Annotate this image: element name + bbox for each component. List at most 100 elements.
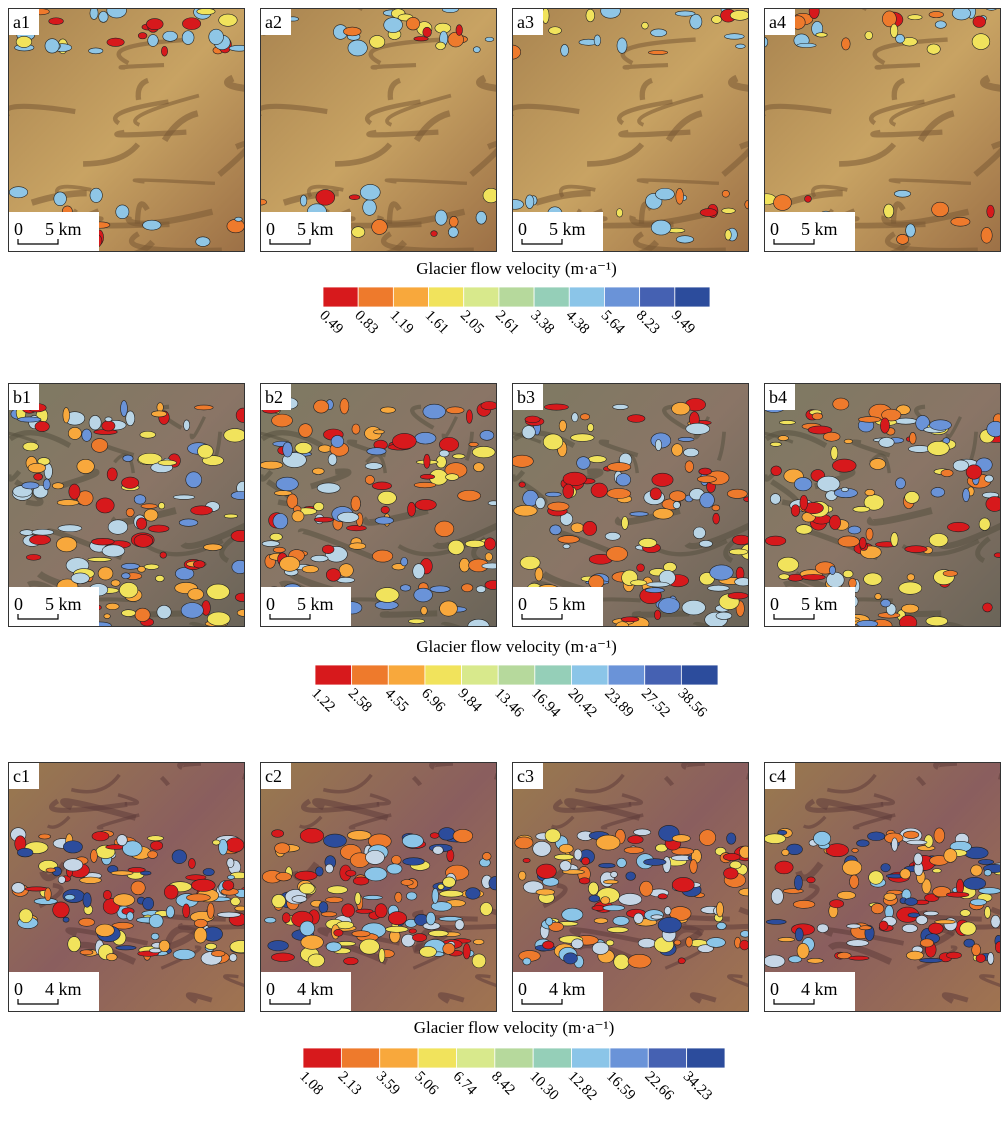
colorbar-tick-label: 16.59 <box>603 1069 638 1104</box>
glacier <box>453 454 466 459</box>
colorbar-tick-label: 2.05 <box>457 308 487 338</box>
glacier <box>272 830 284 838</box>
colorbar-tick-label: 1.61 <box>422 308 452 338</box>
glacier <box>272 414 293 427</box>
glacier <box>605 532 620 540</box>
glacier <box>402 834 423 848</box>
glacier <box>805 195 812 202</box>
glacier <box>944 849 957 863</box>
glacier <box>473 939 484 944</box>
glacier <box>865 31 873 39</box>
glacier <box>9 187 27 198</box>
glacier <box>994 553 1001 558</box>
glacier <box>574 849 582 860</box>
glacier <box>430 833 439 839</box>
glacier <box>302 566 318 573</box>
glacier <box>34 473 43 480</box>
ridge <box>625 65 668 67</box>
glacier <box>372 550 392 562</box>
glacier <box>852 848 859 852</box>
glacier <box>601 897 610 905</box>
glacier <box>817 476 840 491</box>
glacier <box>435 210 447 225</box>
glacier <box>89 415 101 430</box>
glacier <box>870 459 886 470</box>
glacier <box>63 917 69 922</box>
glacier <box>652 473 673 486</box>
glacier <box>548 502 569 511</box>
ridge <box>383 613 437 614</box>
glacier <box>282 913 290 923</box>
glacier <box>699 830 715 846</box>
glacier <box>360 939 380 954</box>
colorbar-cell <box>675 287 710 307</box>
glacier <box>972 944 981 956</box>
glacier <box>916 915 928 924</box>
glacier <box>902 604 919 613</box>
colorbar-tick-label: 5.64 <box>598 308 628 338</box>
glacier <box>864 573 882 585</box>
glacier <box>365 867 387 881</box>
glacier <box>29 535 50 545</box>
colorbar-tick-label: 16.94 <box>528 686 564 722</box>
glacier <box>374 430 385 434</box>
glacier <box>365 475 374 484</box>
glacier <box>481 401 498 410</box>
glacier <box>907 574 915 581</box>
panel-label: c2 <box>265 766 282 786</box>
glacier <box>838 536 859 547</box>
glacier <box>973 16 986 27</box>
glacier <box>95 924 114 936</box>
glacier <box>35 421 49 431</box>
glacier <box>340 399 349 414</box>
glacier <box>472 446 495 457</box>
colorbar-tick-label: 1.19 <box>387 308 417 338</box>
glacier <box>300 921 315 936</box>
glacier <box>213 840 220 845</box>
glacier <box>148 851 158 859</box>
glacier <box>859 537 866 548</box>
glacier <box>195 405 214 410</box>
glacier <box>849 956 869 960</box>
glacier <box>338 512 359 522</box>
glacier <box>594 918 608 923</box>
glacier <box>881 864 891 872</box>
glacier <box>897 234 909 244</box>
scale-bar-start: 0 <box>770 979 779 999</box>
glacier <box>126 508 134 516</box>
glacier <box>229 45 248 51</box>
glacier <box>314 400 329 413</box>
glacier <box>648 50 667 54</box>
glacier <box>571 523 584 533</box>
scale-bar-label: 5 km <box>297 594 334 614</box>
glacier <box>628 954 651 968</box>
glacier <box>232 560 249 573</box>
glacier <box>415 499 436 510</box>
glacier <box>796 525 812 535</box>
glacier <box>448 540 464 554</box>
glacier <box>116 205 129 219</box>
glacier <box>314 517 333 522</box>
glacier <box>420 946 437 957</box>
glacier <box>91 850 98 863</box>
colorbar-cell <box>498 665 535 685</box>
glacier <box>235 593 248 601</box>
glacier <box>423 404 446 419</box>
glacier <box>191 506 213 515</box>
ridge <box>695 624 772 653</box>
colorbar-cell <box>569 287 604 307</box>
colorbar-tick-label: 1.22 <box>308 686 338 716</box>
glacier <box>39 834 51 839</box>
glacier <box>880 418 889 433</box>
colorbar-tick-label: 6.74 <box>450 1069 480 1099</box>
glacier <box>57 500 79 506</box>
glacier <box>92 538 115 545</box>
glacier <box>173 949 195 959</box>
glacier <box>179 519 198 526</box>
glacier <box>849 875 858 888</box>
glacier <box>549 27 562 35</box>
glacier <box>325 864 333 873</box>
colorbar-tick-label: 27.52 <box>638 686 673 721</box>
glacier <box>128 867 145 872</box>
glacier <box>514 505 537 516</box>
